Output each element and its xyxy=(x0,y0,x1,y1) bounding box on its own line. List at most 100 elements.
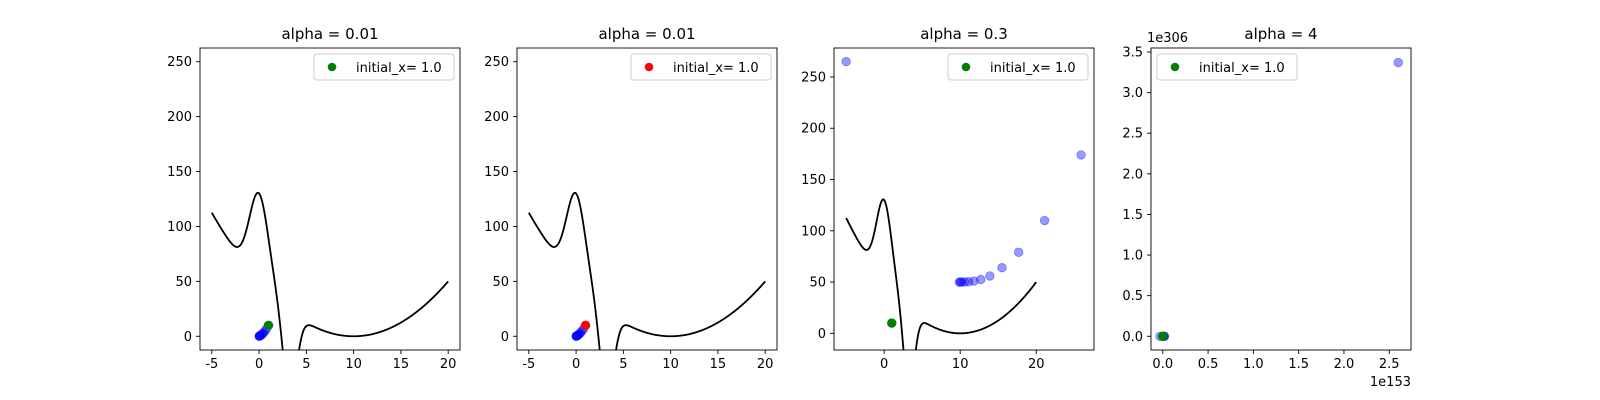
trajectory-point xyxy=(571,331,581,341)
chart-title: alpha = 4 xyxy=(1244,25,1317,43)
legend-box xyxy=(313,53,455,81)
trajectory-point xyxy=(1014,247,1024,258)
y-tick-label: 250 xyxy=(167,55,192,70)
y-tick-label: 1.0 xyxy=(1122,249,1143,264)
trajectory-point xyxy=(976,274,986,285)
trajectory-point xyxy=(1039,215,1050,226)
x-tick-label: 20 xyxy=(757,357,774,372)
x-tick-label: 5 xyxy=(619,357,627,372)
trajectory-point xyxy=(841,56,851,67)
x-tick-label: -5 xyxy=(522,357,535,372)
axes-frame xyxy=(516,47,778,351)
axes-frame xyxy=(199,47,461,351)
x-tick-label: 0 xyxy=(572,357,580,372)
trajectory-point xyxy=(960,277,970,287)
legend-marker xyxy=(1170,62,1180,72)
x-tick-label: 15 xyxy=(393,357,410,372)
trajectory-point xyxy=(572,330,583,341)
legend: initial_x= 1.0 xyxy=(630,53,772,81)
x-tick-label: -5 xyxy=(205,357,218,372)
y-tick-label: 50 xyxy=(175,275,192,290)
x-offset-label: 1e153 xyxy=(1370,375,1411,390)
trajectory-point xyxy=(256,330,266,340)
x-tick-label: 10 xyxy=(345,357,362,372)
y-tick-label: 50 xyxy=(809,276,826,291)
chart-title: alpha = 0.01 xyxy=(598,25,695,43)
y-tick-label: 150 xyxy=(167,165,192,180)
x-tick-label: 10 xyxy=(952,357,969,372)
trajectory-point xyxy=(985,271,995,281)
trajectory-point xyxy=(255,330,266,341)
chart-title: alpha = 0.3 xyxy=(920,25,1008,43)
y-tick-label: 200 xyxy=(484,110,509,125)
y-tick-label: 100 xyxy=(484,220,509,235)
function-curve xyxy=(528,191,766,350)
trajectory-point xyxy=(258,328,268,339)
initial-point xyxy=(1158,331,1168,341)
trajectory-point xyxy=(957,277,967,287)
y-tick-label: 0 xyxy=(818,327,826,342)
legend-marker xyxy=(644,62,654,72)
y-tick-label: 250 xyxy=(801,70,826,85)
trajectory-point xyxy=(259,327,269,338)
trajectory-point xyxy=(572,331,582,341)
trajectory-point xyxy=(255,331,265,341)
x-tick-label: 2.5 xyxy=(1379,357,1400,372)
y-tick-label: 200 xyxy=(167,110,192,125)
x-tick-label: 0 xyxy=(880,357,888,372)
legend-box xyxy=(1156,53,1298,81)
y-tick-label: 0 xyxy=(501,330,509,345)
legend: initial_x= 1.0 xyxy=(1156,53,1298,81)
trajectory-point xyxy=(1076,150,1086,160)
axes-frame xyxy=(1150,47,1412,351)
x-tick-label: 1.5 xyxy=(1288,357,1309,372)
trajectory-point xyxy=(1393,57,1404,68)
initial-point xyxy=(263,320,274,330)
subplot-3: alpha = 0.30 10 20050100150200250initial_x… xyxy=(801,25,1095,372)
y-tick-label: 100 xyxy=(801,224,826,239)
legend-marker xyxy=(327,62,337,72)
trajectory-point xyxy=(575,328,585,339)
legend-marker xyxy=(961,62,971,72)
x-tick-label: 10 xyxy=(662,357,679,372)
x-tick-label: 1.0 xyxy=(1243,357,1264,372)
trajectory-point xyxy=(969,276,979,286)
legend-label: initial_x= 1.0 xyxy=(356,61,442,76)
legend-box xyxy=(630,53,772,81)
y-tick-label: 1.5 xyxy=(1122,208,1143,223)
y-tick-label: 0 xyxy=(184,330,192,345)
legend-label: initial_x= 1.0 xyxy=(990,61,1076,76)
trajectory-point xyxy=(573,330,583,340)
x-tick-label: 20 xyxy=(440,357,457,372)
trajectory-point xyxy=(954,277,965,287)
x-tick-label: 20 xyxy=(1028,357,1045,372)
trajectory-point xyxy=(574,329,584,339)
initial-point xyxy=(887,318,897,328)
y-tick-label: 0.5 xyxy=(1122,289,1143,304)
chart-title: alpha = 0.01 xyxy=(281,25,378,43)
y-tick-label: 3.5 xyxy=(1122,45,1143,60)
y-tick-label: 2.5 xyxy=(1122,127,1143,142)
y-offset-label: 1e306 xyxy=(1147,31,1188,46)
legend-label: initial_x= 1.0 xyxy=(1199,61,1285,76)
legend: initial_x= 1.0 xyxy=(313,53,455,81)
y-tick-label: 200 xyxy=(801,122,826,137)
y-tick-label: 150 xyxy=(801,173,826,188)
trajectory-point xyxy=(257,329,267,339)
initial-point xyxy=(580,320,591,330)
trajectory-point xyxy=(254,331,264,341)
axes-frame xyxy=(833,47,1095,351)
trajectory-point xyxy=(576,327,586,338)
function-curve xyxy=(211,191,449,350)
trajectory-point xyxy=(254,331,265,341)
legend: initial_x= 1.0 xyxy=(947,53,1089,81)
y-tick-label: 2.0 xyxy=(1122,167,1143,182)
y-tick-label: 50 xyxy=(492,275,509,290)
trajectory-point xyxy=(955,277,965,287)
x-tick-label: 0.5 xyxy=(1198,357,1219,372)
x-tick-label: 0 xyxy=(255,357,263,372)
y-tick-label: 0.0 xyxy=(1122,330,1143,345)
